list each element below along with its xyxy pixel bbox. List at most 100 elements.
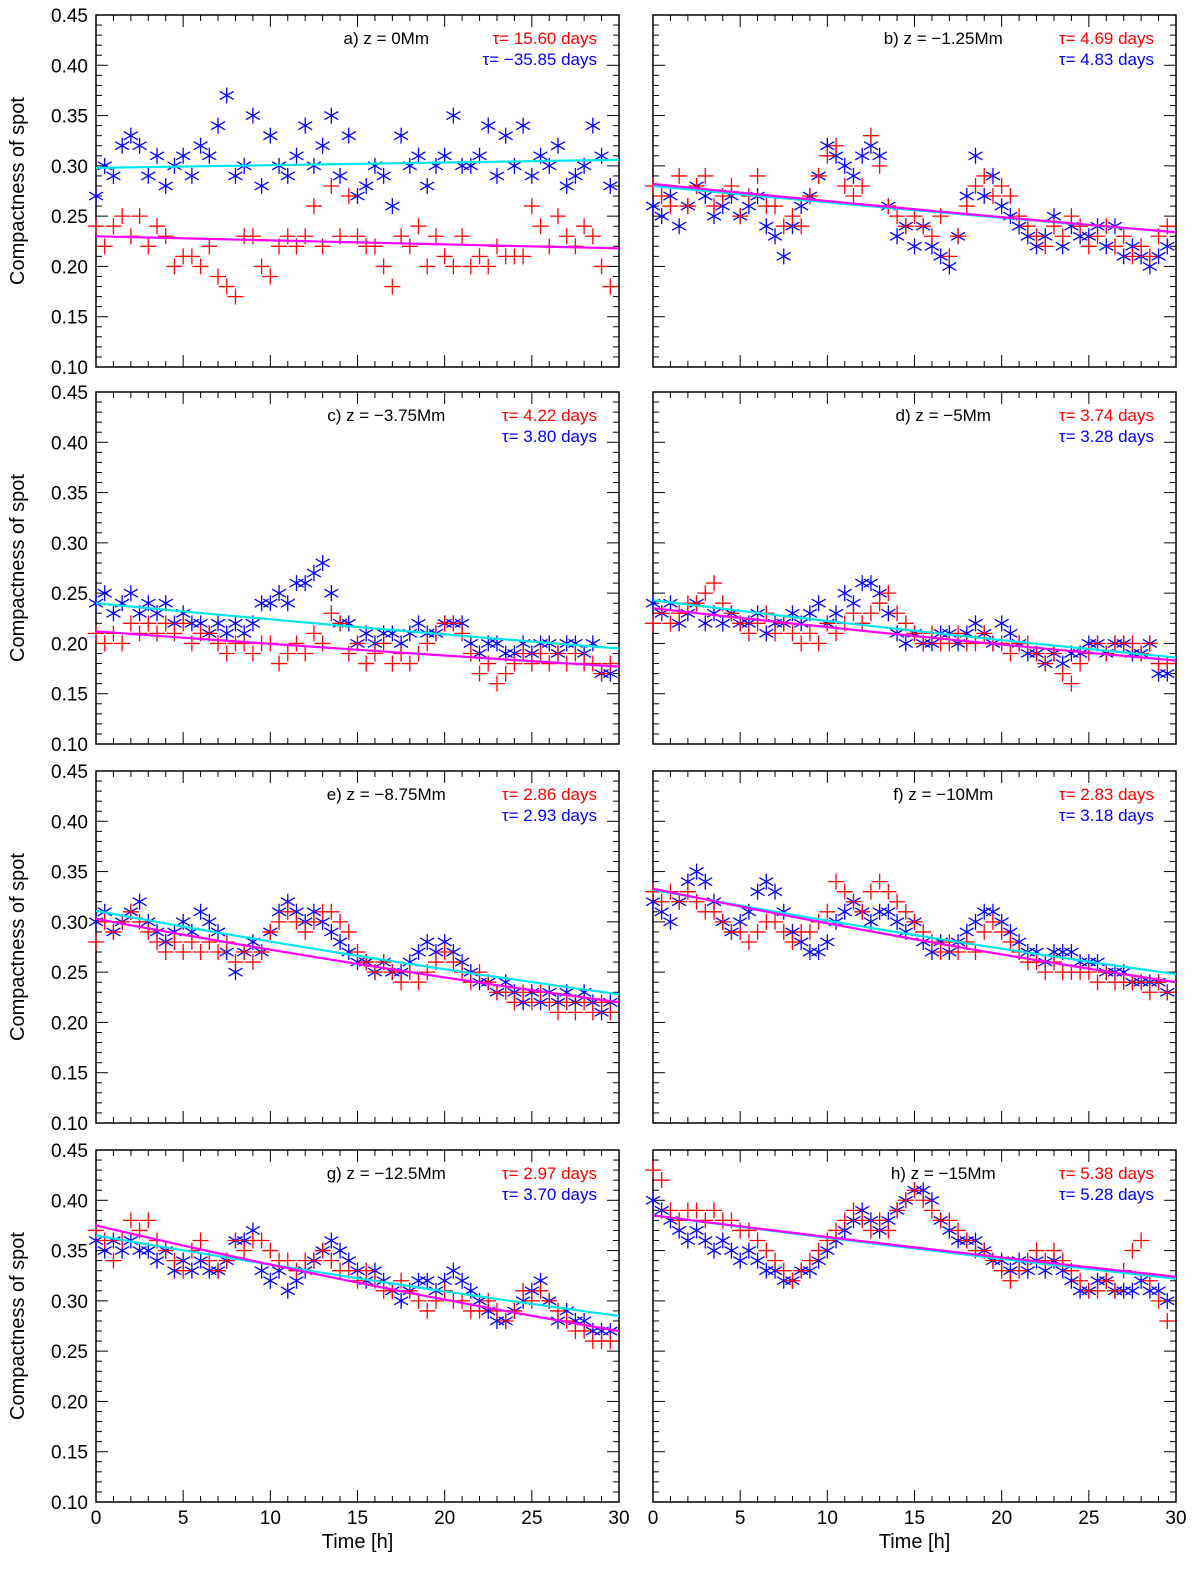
tau-red-label: τ= 15.60 days [492, 29, 597, 48]
red-plus-point [523, 994, 540, 1011]
red-plus-point [419, 635, 436, 652]
red-plus-point [1072, 655, 1089, 672]
red-plus-point [862, 605, 879, 622]
red-plus-point [332, 913, 349, 930]
red-plus-point [393, 1272, 410, 1289]
red-plus-point [662, 1202, 679, 1219]
blue-asterisk-point [828, 605, 844, 622]
red-plus-point [288, 913, 305, 930]
blue-asterisk-point [750, 883, 765, 900]
red-plus-point [192, 1232, 209, 1249]
panel-title: h) z = −15Mm [891, 1164, 996, 1183]
blue-asterisk-point [994, 615, 1009, 632]
blue-asterisk-point [724, 1242, 739, 1259]
red-plus-point [706, 903, 723, 920]
blue-asterisk-point [141, 167, 156, 184]
blue-asterisk-point [97, 585, 113, 602]
blue-asterisk-point [263, 595, 278, 612]
panel-title: d) z = −5Mm [896, 406, 991, 425]
y-tick-label: 0.25 [51, 584, 88, 605]
y-tick-label: 0.15 [51, 1064, 88, 1085]
blue-asterisk-point [767, 883, 783, 900]
x-axis-label: Time [h] [322, 1531, 394, 1553]
red-plus-point [767, 1252, 784, 1269]
red-fit-line [652, 1214, 1177, 1278]
blue-asterisk-point [671, 218, 687, 235]
blue-asterisk-point [149, 147, 165, 164]
red-plus-point [488, 675, 505, 692]
red-plus-point [445, 258, 462, 275]
red-plus-point [384, 964, 401, 981]
red-plus-point [305, 625, 322, 642]
red-plus-point [1072, 218, 1089, 235]
blue-asterisk-point [306, 565, 322, 582]
red-fit-line [95, 917, 620, 1004]
red-plus-point [192, 258, 209, 275]
red-plus-point [845, 1202, 862, 1219]
red-plus-point [897, 1192, 914, 1209]
red-plus-point [436, 248, 453, 265]
tau-red-label: τ= 4.69 days [1059, 29, 1154, 48]
red-plus-point [836, 883, 853, 900]
red-plus-point [740, 1222, 757, 1239]
red-plus-point [793, 635, 810, 652]
blue-asterisk-point [454, 1272, 470, 1289]
red-plus-point [419, 1302, 436, 1319]
red-plus-point [210, 635, 227, 652]
red-plus-point [671, 605, 688, 622]
y-axis-label: Compactness of spot [7, 853, 29, 1041]
panel-h: 0 5 10 15 20 25 30 Time [h] h) z = −15Mm τ= 5.38 … [645, 1149, 1187, 1553]
red-plus-point [244, 954, 261, 971]
blue-asterisk-point [898, 635, 914, 652]
blue-asterisk-point [123, 127, 139, 144]
red-plus-point [923, 1202, 940, 1219]
y-tick-label: 0.45 [51, 383, 88, 404]
blue-asterisk-point [559, 177, 574, 194]
y-tick-label: 0.35 [51, 863, 88, 884]
red-plus-point [1133, 238, 1150, 255]
red-plus-point [801, 923, 818, 940]
red-plus-point [653, 188, 670, 205]
blue-asterisk-point [907, 238, 922, 255]
blue-asterisk-point [811, 595, 826, 612]
red-plus-point [445, 615, 462, 632]
y-tick-label: 0.15 [51, 685, 88, 706]
blue-asterisk-point [411, 147, 426, 164]
panel-a: 0.10 0.15 0.20 0.25 0.30 0.35 0.40 0.45 Compactn… [7, 6, 620, 379]
red-plus-point [1072, 1272, 1089, 1289]
red-plus-point [662, 198, 679, 215]
red-plus-point [523, 1292, 540, 1309]
red-plus-point [1028, 228, 1045, 245]
red-plus-point [323, 177, 340, 194]
red-plus-point [401, 655, 418, 672]
red-plus-point [810, 167, 827, 184]
blue-asterisk-point [393, 1292, 409, 1309]
tau-red-label: τ= 2.83 days [1059, 785, 1154, 804]
blue-asterisk-point [968, 147, 983, 164]
red-plus-point [688, 595, 705, 612]
red-plus-point [801, 625, 818, 642]
red-plus-point [410, 218, 427, 235]
tau-blue-label: τ= 5.28 days [1059, 1185, 1154, 1204]
red-plus-point [784, 625, 801, 642]
red-plus-point [593, 665, 610, 682]
blue-asterisk-point [254, 177, 269, 194]
red-plus-point [515, 1282, 532, 1299]
red-plus-point [767, 913, 784, 930]
red-plus-point [157, 944, 174, 961]
panel-f: f) z = −10Mm τ= 2.83 days τ= 3.18 days [645, 770, 1177, 1124]
red-plus-point [445, 954, 462, 971]
red-plus-point [88, 218, 104, 235]
blue-asterisk-point [680, 1232, 696, 1249]
red-plus-point [871, 595, 888, 612]
blue-fit-line [95, 158, 620, 169]
red-plus-point [497, 665, 514, 682]
red-plus-point [775, 923, 792, 940]
red-plus-point [1124, 1242, 1141, 1259]
red-plus-point [645, 615, 661, 632]
blue-asterisk-point [419, 177, 435, 194]
red-plus-point [166, 258, 183, 275]
red-plus-point [114, 208, 131, 225]
red-plus-point [1063, 208, 1080, 225]
